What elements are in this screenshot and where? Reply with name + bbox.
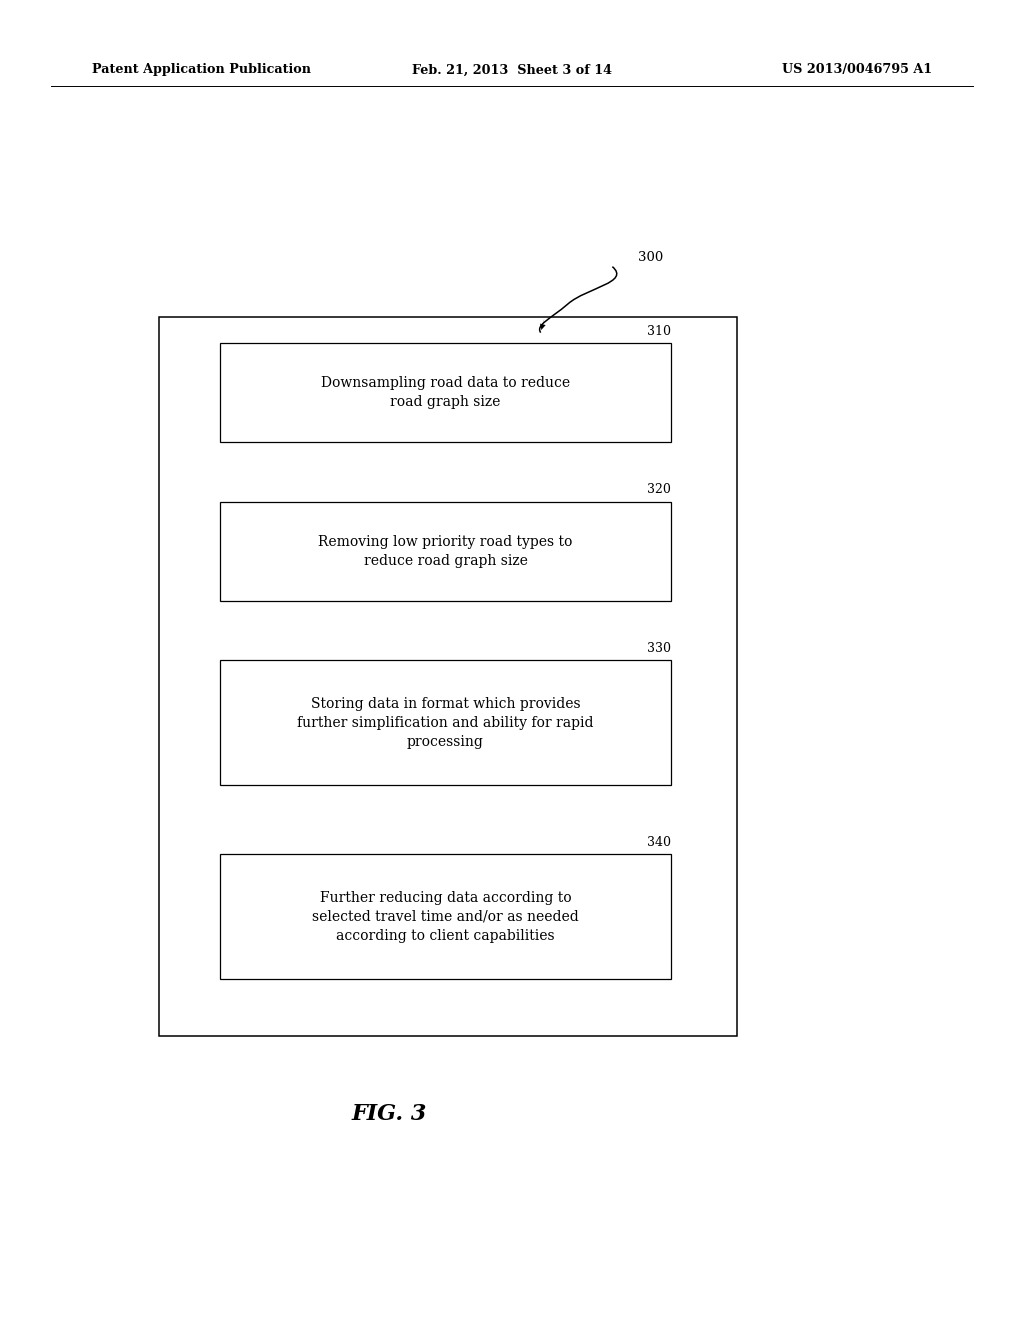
Bar bbox=[220, 660, 671, 785]
Bar bbox=[220, 854, 671, 979]
Text: Feb. 21, 2013  Sheet 3 of 14: Feb. 21, 2013 Sheet 3 of 14 bbox=[412, 63, 612, 77]
Text: Further reducing data according to
selected travel time and/or as needed
accordi: Further reducing data according to selec… bbox=[312, 891, 579, 942]
Text: Storing data in format which provides
further simplification and ability for rap: Storing data in format which provides fu… bbox=[297, 697, 594, 748]
Text: FIG. 3: FIG. 3 bbox=[351, 1102, 427, 1125]
Text: 330: 330 bbox=[647, 642, 671, 655]
Text: 320: 320 bbox=[647, 483, 671, 496]
Bar bbox=[159, 317, 737, 1036]
Text: Patent Application Publication: Patent Application Publication bbox=[92, 63, 311, 77]
Text: 300: 300 bbox=[638, 251, 664, 264]
Text: Downsampling road data to reduce
road graph size: Downsampling road data to reduce road gr… bbox=[321, 376, 570, 409]
Text: 340: 340 bbox=[647, 836, 671, 849]
Text: 310: 310 bbox=[647, 325, 671, 338]
Bar bbox=[220, 502, 671, 601]
Text: US 2013/0046795 A1: US 2013/0046795 A1 bbox=[781, 63, 932, 77]
Bar bbox=[220, 343, 671, 442]
Text: Removing low priority road types to
reduce road graph size: Removing low priority road types to redu… bbox=[318, 535, 572, 568]
